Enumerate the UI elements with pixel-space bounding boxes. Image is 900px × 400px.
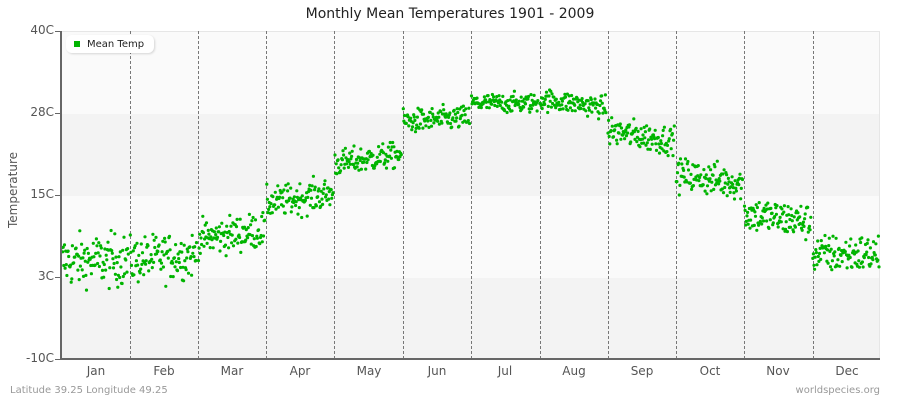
separator-mar-apr [266, 31, 267, 359]
x-label-aug: Aug [562, 364, 586, 378]
y-axis-title: Temperature [6, 151, 20, 228]
band-28-40 [61, 32, 879, 114]
separator-feb-mar [198, 31, 199, 359]
y-tick-mark [55, 31, 61, 32]
x-label-feb: Feb [153, 364, 175, 378]
x-label-may: May [356, 364, 382, 378]
band-3-15 [61, 196, 879, 278]
chart-title: Monthly Mean Temperatures 1901 - 2009 [305, 6, 595, 22]
band-neg10-3 [61, 278, 879, 360]
x-axis [60, 358, 880, 360]
legend-swatch-icon [74, 41, 80, 47]
y-tick-mark [55, 195, 61, 196]
y-tick-label: -10C [26, 351, 54, 365]
y-tick-mark [55, 113, 61, 114]
band-15-28 [61, 114, 879, 196]
x-label-oct: Oct [699, 364, 721, 378]
separator-apr-may [334, 31, 335, 359]
y-tick-label: 40C [30, 23, 54, 37]
x-label-apr: Apr [289, 364, 311, 378]
y-tick-mark [55, 359, 61, 360]
x-label-jan: Jan [86, 364, 106, 378]
y-tick-label: 3C [37, 269, 54, 283]
x-label-dec: Dec [835, 364, 859, 378]
y-tick-label: 28C [30, 105, 54, 119]
legend-label: Mean Temp [87, 38, 145, 50]
x-label-jun: Jun [427, 364, 447, 378]
separator-oct-nov [744, 31, 745, 359]
location-caption: Latitude 39.25 Longitude 49.25 [10, 385, 168, 396]
y-axis [60, 31, 62, 360]
separator-jan-feb [130, 31, 131, 359]
separator-jun-jul [471, 31, 472, 359]
separator-may-jun [403, 31, 404, 359]
legend[interactable]: Mean Temp [66, 35, 155, 53]
x-label-mar: Mar [220, 364, 244, 378]
y-tick-label: 15C [30, 187, 54, 201]
source-credit[interactable]: worldspecies.org [795, 385, 880, 396]
separator-sep-oct [676, 31, 677, 359]
y-tick-mark [55, 277, 61, 278]
separator-jul-aug [540, 31, 541, 359]
separator-nov-dec [813, 31, 814, 359]
x-label-sep: Sep [630, 364, 654, 378]
x-label-jul: Jul [497, 364, 513, 378]
plot-area [61, 31, 880, 360]
x-label-nov: Nov [766, 364, 790, 378]
separator-aug-sep [608, 31, 609, 359]
